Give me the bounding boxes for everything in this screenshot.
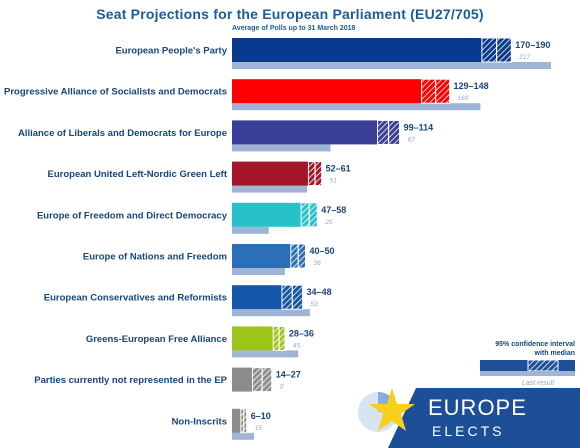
- category-label: Europe of Freedom and Direct Democracy: [37, 210, 228, 221]
- projection-bar: [232, 120, 378, 145]
- last-result-label: 45: [293, 342, 301, 349]
- category-label: European Conservatives and Reformists: [44, 293, 227, 304]
- projection-bar: [232, 161, 309, 186]
- logo-background: [388, 388, 580, 448]
- last-result-label: 36: [314, 260, 322, 267]
- last-result-label: 169: [458, 95, 469, 102]
- legend: 95% confidence interval with median Last r…: [480, 341, 575, 387]
- category-label: European People's Party: [115, 46, 227, 57]
- category-label: Greens-European Free Alliance: [86, 334, 227, 345]
- projection-bar: [232, 326, 274, 351]
- projection-bar: [232, 285, 282, 310]
- last-result-bar: [232, 432, 255, 440]
- chart-title: Seat Projections for the European Parlia…: [96, 6, 484, 22]
- europe-elects-logo: EUROPE ELECTS: [358, 388, 580, 448]
- category-label: Parties currently not represented in the…: [34, 375, 227, 386]
- projection-bar: [232, 79, 422, 104]
- range-label: 52–61: [326, 164, 351, 174]
- last-result-label: 25: [324, 219, 333, 226]
- legend-ci-hatch: [528, 360, 558, 371]
- chart-subtitle: Average of Polls up to 31 March 2018: [232, 25, 356, 32]
- last-result-bar: [232, 226, 269, 234]
- last-result-bar: [232, 350, 299, 358]
- last-result-label: 217: [518, 54, 530, 61]
- projection-bar: [232, 408, 241, 433]
- legend-last-label: Last result: [522, 380, 555, 387]
- last-result-label: 67: [408, 136, 416, 143]
- projection-bar: [232, 202, 302, 227]
- range-label: 99–114: [404, 122, 434, 132]
- legend-last-bar: [480, 371, 575, 376]
- category-label: Non-Inscrits: [172, 416, 227, 427]
- range-label: 28–36: [289, 328, 314, 338]
- last-result-bar: [232, 62, 551, 69]
- star-icon: [369, 388, 415, 431]
- last-result-bar: [232, 103, 481, 111]
- legend-median-label: with median: [534, 350, 575, 357]
- last-result-label: 0: [280, 384, 284, 391]
- range-label: 47–58: [321, 205, 346, 215]
- last-result-bar: [232, 268, 285, 275]
- range-label: 40–50: [310, 246, 335, 256]
- category-label: European United Left-Nordic Green Left: [48, 169, 228, 180]
- last-result-label: 51: [330, 178, 338, 185]
- projection-bar: [232, 244, 291, 268]
- range-label: 14–27: [276, 370, 301, 380]
- category-label: Progressive Alliance of Socialists and D…: [4, 87, 227, 98]
- legend-ci-label: 95% confidence interval: [495, 341, 575, 348]
- last-result-label: 53: [311, 301, 319, 308]
- category-label: Europe of Nations and Freedom: [83, 252, 227, 263]
- last-result-bar: [232, 185, 307, 193]
- last-result-bar: [232, 144, 331, 152]
- bars-group: European People's Party 170–190 217 Progres…: [4, 37, 551, 440]
- logo-text-europe: EUROPE: [428, 395, 527, 420]
- category-label: Alliance of Liberals and Democrats for E…: [18, 128, 227, 139]
- range-label: 6–10: [251, 411, 271, 421]
- range-label: 170–190: [515, 40, 550, 50]
- last-result-bar: [232, 309, 310, 317]
- projection-bar: [232, 367, 253, 392]
- projection-bar: [232, 38, 482, 62]
- range-label: 129–148: [454, 81, 489, 91]
- range-label: 34–48: [307, 287, 332, 297]
- last-result-label: 15: [255, 425, 263, 432]
- logo-text-elects: ELECTS: [432, 423, 504, 439]
